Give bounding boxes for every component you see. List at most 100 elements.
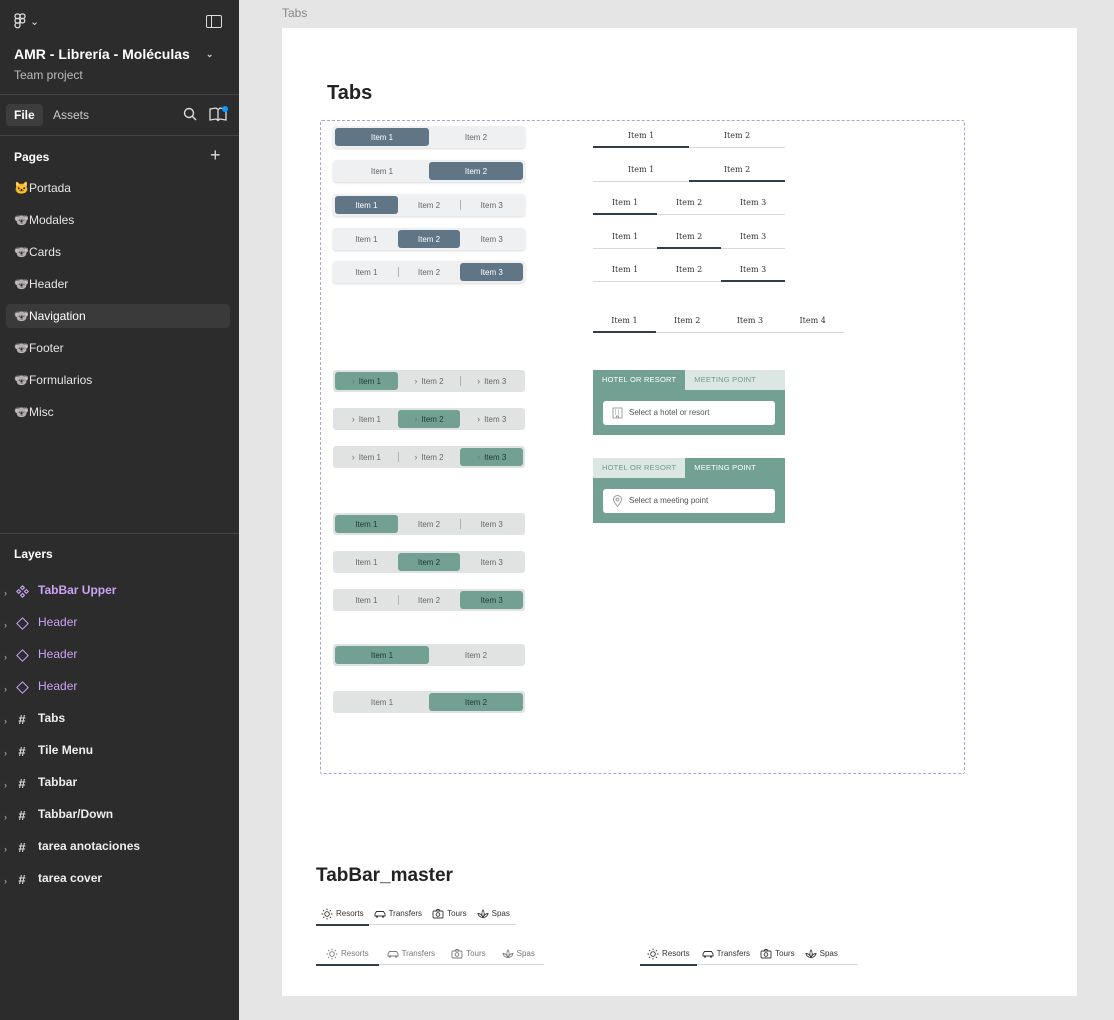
segment-item-1[interactable]: › Item 1 [335, 448, 398, 466]
layer-item[interactable]: › # tarea cover [0, 866, 239, 898]
tab-item-4[interactable]: Item 4 [799, 316, 826, 325]
tab-meeting-point[interactable]: MEETING POINT [685, 370, 785, 390]
segment-item-3[interactable]: › Item 3 [460, 410, 523, 428]
segment-item-2[interactable]: Item 2 [417, 200, 441, 210]
tabbar-item-resorts[interactable]: Resorts [640, 943, 697, 966]
page-item-cards[interactable]: 🐨Cards [14, 245, 61, 259]
tab-item-2[interactable]: Item 2 [675, 198, 703, 207]
page-item-header[interactable]: 🐨Header [14, 277, 69, 291]
search-icon[interactable] [183, 107, 197, 121]
tabbar-item-transfers[interactable]: Transfers [379, 943, 444, 965]
tab-item-2[interactable]: Item 2 [689, 160, 785, 182]
tab-item-1[interactable]: Item 1 [593, 311, 656, 333]
tab-item-3[interactable]: Item 3 [739, 232, 767, 241]
tab-hotel-or-resort[interactable]: HOTEL OR RESORT [593, 370, 686, 390]
chevron-right-icon[interactable]: › [4, 620, 7, 630]
tab-item-2[interactable]: Item 2 [675, 265, 703, 274]
segment-item-2[interactable]: › Item 2 [398, 372, 461, 390]
chevron-right-icon[interactable]: › [4, 780, 7, 790]
tabbar-item-transfers[interactable]: Transfers [697, 943, 756, 965]
chevron-right-icon[interactable]: › [4, 748, 7, 758]
segment-item-2[interactable]: Item 2 [464, 650, 488, 660]
tab-item-2[interactable]: Item 2 [723, 131, 751, 140]
segment-item-1[interactable]: Item 1 [355, 595, 378, 605]
segment-item-2[interactable]: Item 2 [397, 591, 461, 609]
tab-item-1[interactable]: Item 1 [611, 265, 639, 274]
segment-item-3[interactable]: › Item 3 [460, 372, 523, 390]
toggle-sidebar-icon[interactable] [206, 15, 222, 28]
segment-item-1[interactable]: Item 1 [335, 515, 398, 533]
tab-item-3[interactable]: Item 3 [736, 316, 764, 325]
tabbar-item-tours[interactable]: Tours [443, 943, 494, 965]
page-item-navigation[interactable]: 🐨Navigation [6, 304, 230, 328]
tab-item-3[interactable]: Item 3 [721, 260, 785, 282]
layer-item[interactable]: › Header [0, 674, 239, 706]
segment-item-1[interactable]: Item 1 [355, 234, 378, 244]
segment-item-1[interactable]: › Item 1 [335, 410, 398, 428]
chevron-right-icon[interactable]: › [4, 876, 7, 886]
segment-item-1[interactable]: Item 1 [355, 267, 378, 277]
layer-item[interactable]: › # Tabbar/Down [0, 802, 239, 834]
add-page-icon[interactable]: + [210, 145, 221, 165]
tab-item-1[interactable]: Item 1 [611, 232, 639, 241]
component-set-outline[interactable] [320, 120, 965, 774]
tab-item-1[interactable]: Item 1 [593, 193, 657, 215]
figma-menu-button[interactable]: ⌄ [14, 13, 39, 29]
tabbar-item-resorts[interactable]: Resorts [316, 943, 379, 966]
segment-item-2[interactable]: › Item 2 [397, 448, 461, 466]
segment-item-1[interactable]: Item 1 [370, 697, 394, 707]
chevron-right-icon[interactable]: › [4, 844, 7, 854]
segment-item-3[interactable]: Item 3 [460, 263, 524, 281]
frame-label[interactable]: Tabs [282, 6, 308, 20]
segment-item-1[interactable]: Item 1 [335, 196, 398, 214]
layer-item[interactable]: › Header [0, 610, 239, 642]
page-item-modales[interactable]: 🐨Modales [14, 213, 75, 227]
segment-item-3[interactable]: Item 3 [460, 515, 523, 533]
tab-item-3[interactable]: Item 3 [739, 198, 767, 207]
segment-item-2[interactable]: Item 2 [397, 230, 461, 248]
segment-item-1[interactable]: › Item 1 [335, 372, 398, 390]
segment-item-2[interactable]: › Item 2 [397, 410, 461, 428]
tabbar-item-spas[interactable]: Spas [800, 943, 843, 965]
layer-item[interactable]: › Header [0, 642, 239, 674]
page-item-portada[interactable]: 🐱Portada [14, 181, 71, 195]
segment-item-2[interactable]: Item 2 [464, 132, 488, 142]
tabbar-item-tours[interactable]: Tours [427, 903, 472, 925]
tab-item-2[interactable]: Item 2 [657, 227, 721, 249]
segment-item-3[interactable]: Item 3 [460, 196, 523, 214]
segment-item-2[interactable]: Item 2 [397, 553, 461, 571]
chevron-right-icon[interactable]: › [4, 652, 7, 662]
chevron-right-icon[interactable]: › [4, 588, 7, 598]
segment-item-3[interactable]: › Item 3 [460, 448, 524, 466]
layer-item[interactable]: › # Tabbar [0, 770, 239, 802]
segment-item-2[interactable]: Item 2 [429, 162, 523, 180]
segment-item-1[interactable]: Item 1 [335, 646, 429, 664]
segment-item-1[interactable]: Item 1 [355, 557, 378, 567]
tab-item-2[interactable]: Item 2 [673, 316, 701, 325]
segment-item-2[interactable]: Item 2 [429, 693, 523, 711]
tab-meeting-point[interactable]: MEETING POINT [685, 458, 785, 478]
meeting-search-input[interactable]: Select a meeting point [603, 489, 775, 513]
layer-item[interactable]: › TabBar Upper [0, 578, 239, 610]
tabbar-item-spas[interactable]: Spas [472, 903, 515, 925]
tabbar-item-tours[interactable]: Tours [755, 943, 800, 965]
chevron-right-icon[interactable]: › [4, 812, 7, 822]
layer-item[interactable]: › # tarea anotaciones [0, 834, 239, 866]
layer-item[interactable]: › # Tile Menu [0, 738, 239, 770]
segment-item-3[interactable]: Item 3 [480, 557, 503, 567]
segment-item-2[interactable]: Item 2 [397, 263, 461, 281]
tab-assets[interactable]: Assets [53, 108, 90, 122]
tabbar-item-resorts[interactable]: Resorts [316, 903, 369, 926]
tab-item-1[interactable]: Item 1 [593, 126, 689, 148]
segment-item-3[interactable]: Item 3 [480, 234, 503, 244]
tab-file[interactable]: File [6, 104, 43, 126]
library-icon[interactable] [209, 107, 227, 122]
layer-item[interactable]: › # Tabs [0, 706, 239, 738]
segment-item-3[interactable]: Item 3 [460, 591, 524, 609]
page-item-footer[interactable]: 🐨Footer [14, 341, 64, 355]
chevron-right-icon[interactable]: › [4, 684, 7, 694]
page-item-formularios[interactable]: 🐨Formularios [14, 373, 93, 387]
tabs-frame[interactable]: Tabs Item 1 Item 2 Item 1 Item 2 Item 1 … [282, 28, 1077, 996]
tab-hotel-or-resort[interactable]: HOTEL OR RESORT [593, 458, 686, 478]
design-canvas[interactable]: Tabs Tabs Item 1 Item 2 Item 1 Item 2 It… [239, 0, 1114, 1020]
